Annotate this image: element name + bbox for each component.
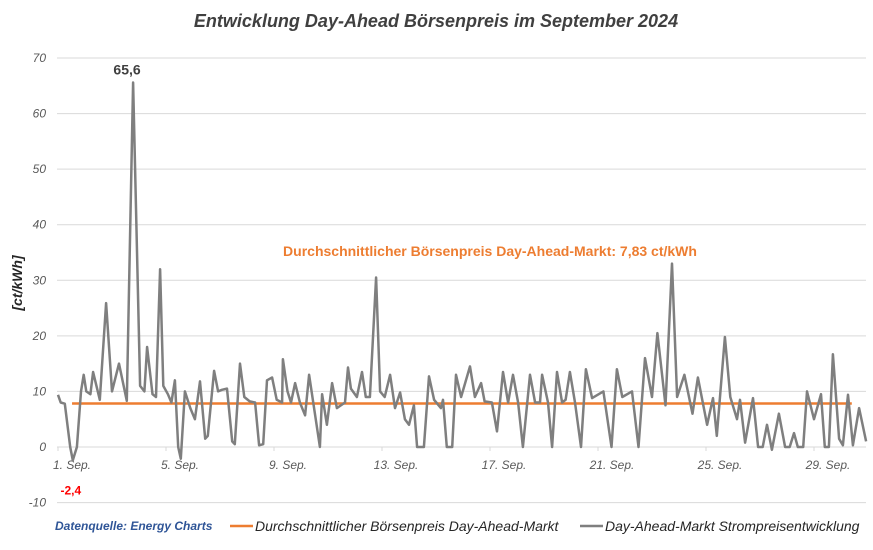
x-tick-label: 29. Sep.	[805, 458, 851, 472]
legend-label-average: Durchschnittlicher Börsenpreis Day-Ahead…	[255, 518, 560, 534]
min-value-label: -2,4	[61, 483, 82, 497]
max-value-label: 65,6	[113, 61, 140, 77]
y-tick-label: 30	[33, 273, 47, 287]
y-axis-label: [ct/kWh]	[9, 254, 25, 312]
y-axis-ticks: 70 60 50 40 30 20 10 0 -10	[29, 51, 47, 510]
y-tick-label: 50	[33, 162, 47, 176]
price-series-line	[56, 81, 868, 462]
data-source: Datenquelle: Energy Charts	[55, 519, 213, 533]
average-annotation: Durchschnittlicher Börsenpreis Day-Ahead…	[283, 243, 697, 259]
chart-title: Entwicklung Day-Ahead Börsenpreis im Sep…	[194, 11, 678, 31]
y-tick-label: -10	[29, 496, 47, 510]
x-tick-label: 17. Sep.	[482, 458, 527, 472]
x-axis-ticks: 1. Sep. 5. Sep. 9. Sep. 13. Sep. 17. Sep. 21.…	[53, 447, 850, 472]
gridlines	[57, 57, 866, 504]
y-tick-label: 0	[39, 440, 46, 454]
y-tick-label: 40	[33, 218, 47, 232]
legend-label-price: Day-Ahead-Markt Strompreisentwicklung	[605, 518, 860, 534]
x-tick-label: 25. Sep.	[697, 458, 743, 472]
x-tick-label: 9. Sep.	[269, 458, 307, 472]
y-tick-label: 70	[33, 51, 47, 65]
y-tick-label: 60	[33, 107, 47, 121]
x-tick-label: 1. Sep.	[53, 458, 91, 472]
y-tick-label: 20	[32, 329, 47, 343]
x-tick-label: 13. Sep.	[374, 458, 419, 472]
x-tick-label: 21. Sep.	[589, 458, 635, 472]
x-tick-label: 5. Sep.	[161, 458, 199, 472]
legend: Durchschnittlicher Börsenpreis Day-Ahead…	[230, 518, 860, 534]
y-tick-label: 10	[33, 384, 47, 398]
